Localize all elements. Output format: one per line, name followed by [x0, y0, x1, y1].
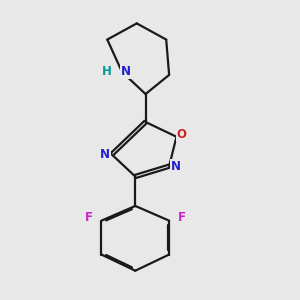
Text: N: N — [171, 160, 181, 173]
Text: F: F — [178, 211, 185, 224]
Text: N: N — [121, 65, 130, 78]
Text: O: O — [177, 128, 187, 141]
Text: H: H — [102, 65, 112, 78]
Text: F: F — [85, 211, 93, 224]
Text: N: N — [100, 148, 110, 161]
